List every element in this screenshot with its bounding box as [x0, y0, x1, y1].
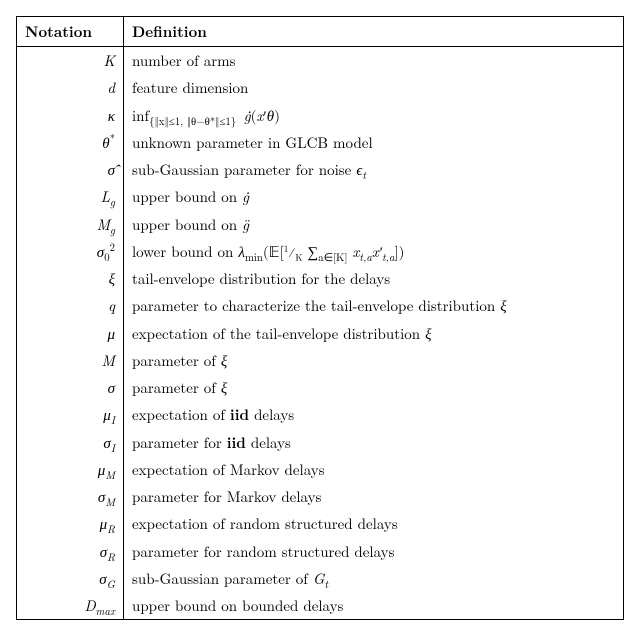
- table-row: Mparameter of ξ: [17, 347, 624, 374]
- notation-cell: σ̂: [17, 156, 124, 183]
- notation-cell: μ: [17, 320, 124, 347]
- notation-cell: σ: [17, 374, 124, 401]
- table-body: Knumber of armsdfeature dimensionκinf{‖x…: [17, 47, 624, 620]
- definition-cell: lower bound on λmin(𝔼[1⁄K ∑a∈[K] xt,ax′t…: [124, 238, 624, 265]
- notation-cell: ξ: [17, 265, 124, 292]
- table-row: dfeature dimension: [17, 74, 624, 101]
- notation-cell: σR: [17, 538, 124, 565]
- notation-cell: μM: [17, 456, 124, 483]
- table-row: qparameter to characterize the tail-enve…: [17, 292, 624, 319]
- definition-cell: upper bound on g̈: [124, 211, 624, 238]
- notation-cell: d: [17, 74, 124, 101]
- table-row: Lgupper bound on ġ: [17, 183, 624, 210]
- table-row: θ*unknown parameter in GLCB model: [17, 129, 624, 156]
- definitions-table: Notation Definition Knumber of armsdfeat…: [16, 16, 624, 620]
- header-definition: Definition: [124, 17, 624, 47]
- definition-cell: parameter to characterize the tail-envel…: [124, 292, 624, 319]
- table-row: Dmaxupper bound on bounded delays: [17, 592, 624, 620]
- notation-cell: μI: [17, 401, 124, 428]
- notation-cell: σ02: [17, 238, 124, 265]
- notation-cell: Mg: [17, 211, 124, 238]
- definition-cell: inf{‖x‖≤1, ‖θ−θ*‖≤1} ġ(x′θ): [124, 102, 624, 129]
- definition-cell: tail-envelope distribution for the delay…: [124, 265, 624, 292]
- notation-cell: M: [17, 347, 124, 374]
- table-row: σIparameter for iid delays: [17, 429, 624, 456]
- definition-cell: upper bound on ġ: [124, 183, 624, 210]
- notation-cell: σG: [17, 565, 124, 592]
- table-row: μIexpectation of iid delays: [17, 401, 624, 428]
- definition-cell: expectation of the tail-envelope distrib…: [124, 320, 624, 347]
- definition-cell: sub-Gaussian parameter for noise ϵt: [124, 156, 624, 183]
- notation-cell: θ*: [17, 129, 124, 156]
- header-notation: Notation: [17, 17, 124, 47]
- table-row: μexpectation of the tail-envelope distri…: [17, 320, 624, 347]
- definition-cell: feature dimension: [124, 74, 624, 101]
- notation-cell: K: [17, 47, 124, 75]
- table-row: Mgupper bound on g̈: [17, 211, 624, 238]
- definition-cell: unknown parameter in GLCB model: [124, 129, 624, 156]
- notation-cell: σM: [17, 483, 124, 510]
- table-header-row: Notation Definition: [17, 17, 624, 47]
- table-row: μRexpectation of random structured delay…: [17, 510, 624, 537]
- definition-cell: parameter of ξ: [124, 347, 624, 374]
- definition-cell: number of arms: [124, 47, 624, 75]
- table-row: σ02lower bound on λmin(𝔼[1⁄K ∑a∈[K] xt,a…: [17, 238, 624, 265]
- definition-cell: upper bound on bounded delays: [124, 592, 624, 620]
- notation-cell: q: [17, 292, 124, 319]
- definition-cell: expectation of random structured delays: [124, 510, 624, 537]
- definition-cell: sub-Gaussian parameter of Gt: [124, 565, 624, 592]
- definition-cell: parameter of ξ: [124, 374, 624, 401]
- table-row: σ̂sub-Gaussian parameter for noise ϵt: [17, 156, 624, 183]
- table-row: σRparameter for random structured delays: [17, 538, 624, 565]
- table-row: σMparameter for Markov delays: [17, 483, 624, 510]
- definition-cell: parameter for iid delays: [124, 429, 624, 456]
- table-row: σGsub-Gaussian parameter of Gt: [17, 565, 624, 592]
- notation-cell: σI: [17, 429, 124, 456]
- table-row: Knumber of arms: [17, 47, 624, 75]
- table-row: ξtail-envelope distribution for the dela…: [17, 265, 624, 292]
- notation-cell: κ: [17, 102, 124, 129]
- definition-cell: expectation of iid delays: [124, 401, 624, 428]
- notation-cell: Dmax: [17, 592, 124, 620]
- notation-cell: μR: [17, 510, 124, 537]
- table-row: μMexpectation of Markov delays: [17, 456, 624, 483]
- table-row: σparameter of ξ: [17, 374, 624, 401]
- definition-cell: parameter for random structured delays: [124, 538, 624, 565]
- definition-cell: parameter for Markov delays: [124, 483, 624, 510]
- definition-cell: expectation of Markov delays: [124, 456, 624, 483]
- table-row: κinf{‖x‖≤1, ‖θ−θ*‖≤1} ġ(x′θ): [17, 102, 624, 129]
- notation-cell: Lg: [17, 183, 124, 210]
